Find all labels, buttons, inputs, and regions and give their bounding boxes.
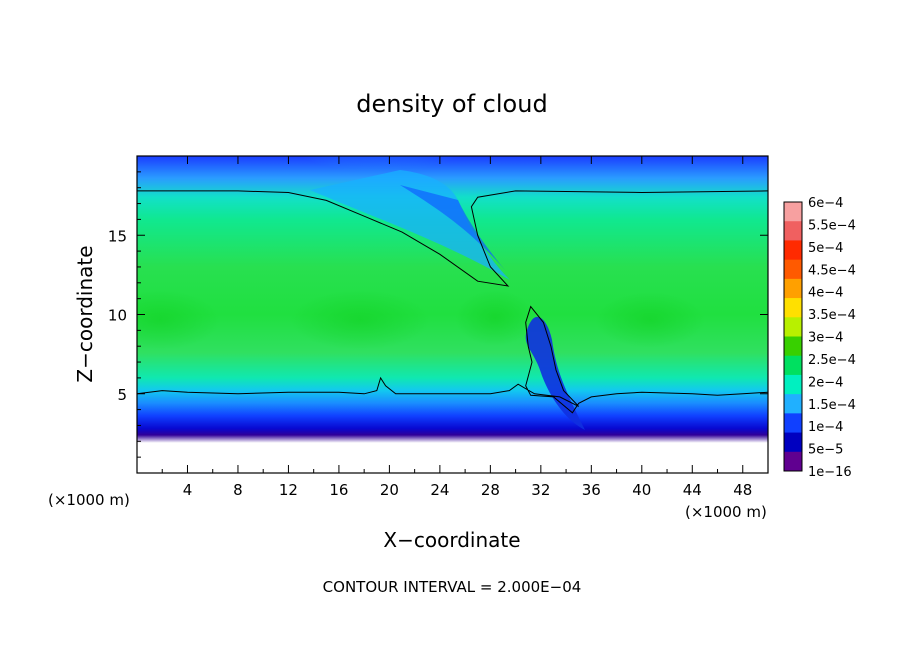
plot-area [137, 156, 768, 473]
colorbar-label: 3e−4 [808, 331, 843, 346]
x-tick-label: 32 [531, 481, 550, 499]
colorbar-swatch [784, 394, 802, 414]
y-tick-label: 15 [108, 227, 127, 245]
x-tick-label: 12 [279, 481, 298, 499]
x-tick-label: 36 [582, 481, 601, 499]
x-tick-label: 24 [430, 481, 449, 499]
colorbar: 6e−4 5.5e−4 5e−4 4.5e−4 4e−4 3.5e−4 3e−4 2.5e−4… [783, 196, 856, 480]
colorbar-swatch [784, 374, 802, 395]
contour-line [137, 305, 768, 414]
colorbar-swatch [784, 240, 802, 261]
chart-title: density of cloud [356, 90, 547, 118]
colorbar-label: 1.5e−4 [808, 398, 856, 413]
colorbar-swatch [784, 221, 802, 241]
dry-tongue-core [400, 185, 505, 270]
x-tick-label: 48 [733, 481, 752, 499]
dry-tongue [310, 170, 510, 280]
contour-lines [137, 190, 768, 414]
y-tick-label: 5 [117, 386, 127, 404]
colorbar-label: 5e−5 [808, 443, 843, 458]
colorbar-frame [783, 201, 803, 472]
y-axis-ticks: 5 10 15 [108, 171, 768, 458]
x-tick-label: 20 [380, 481, 399, 499]
colorbar-swatch [784, 355, 802, 376]
colorbar-swatch [784, 432, 802, 453]
colorbar-label: 4.5e−4 [808, 263, 856, 278]
y-axis-label: Z−coordinate [73, 245, 97, 382]
contour-line [137, 190, 768, 287]
x-tick-label: 8 [233, 481, 243, 499]
colorbar-swatch [784, 202, 802, 222]
colorbar-label: 2e−4 [808, 375, 843, 390]
colorbar-label: 3.5e−4 [808, 308, 856, 323]
x-tick-label: 4 [183, 481, 193, 499]
moist-blob [137, 290, 220, 350]
x-tick-label: 28 [481, 481, 500, 499]
moist-blob [595, 292, 705, 348]
colorbar-label: 6e−4 [808, 196, 843, 211]
colorbar-label: 5.5e−4 [808, 218, 856, 233]
colorbar-swatch [784, 451, 802, 472]
colorbar-label: 1e−16 [808, 465, 852, 480]
colorbar-swatch [784, 298, 802, 318]
colorbar-label: 4e−4 [808, 286, 843, 301]
colorbar-swatch [784, 259, 802, 280]
moist-blob [290, 290, 430, 350]
moist-blob [455, 290, 535, 346]
colorbar-swatch [784, 278, 802, 299]
x-unit-label-left: (×1000 m) [48, 491, 130, 509]
colorbar-swatch [784, 317, 802, 337]
x-axis-label: X−coordinate [383, 528, 520, 552]
colorbar-swatch [784, 413, 802, 434]
x-axis-ticks: 4 8 12 16 20 24 28 32 36 40 44 48 [161, 156, 752, 499]
colorbar-swatch [784, 336, 802, 357]
y-tick-label: 10 [108, 307, 127, 325]
colorbar-label: 1e−4 [808, 420, 843, 435]
x-tick-label: 44 [683, 481, 702, 499]
contour-interval-footer: CONTOUR INTERVAL = 2.000E−04 [323, 578, 582, 596]
colorbar-label: 5e−4 [808, 241, 843, 256]
x-unit-label-right: (×1000 m) [685, 503, 767, 521]
x-tick-label: 40 [632, 481, 651, 499]
colorbar-label: 2.5e−4 [808, 353, 856, 368]
x-tick-label: 16 [329, 481, 348, 499]
